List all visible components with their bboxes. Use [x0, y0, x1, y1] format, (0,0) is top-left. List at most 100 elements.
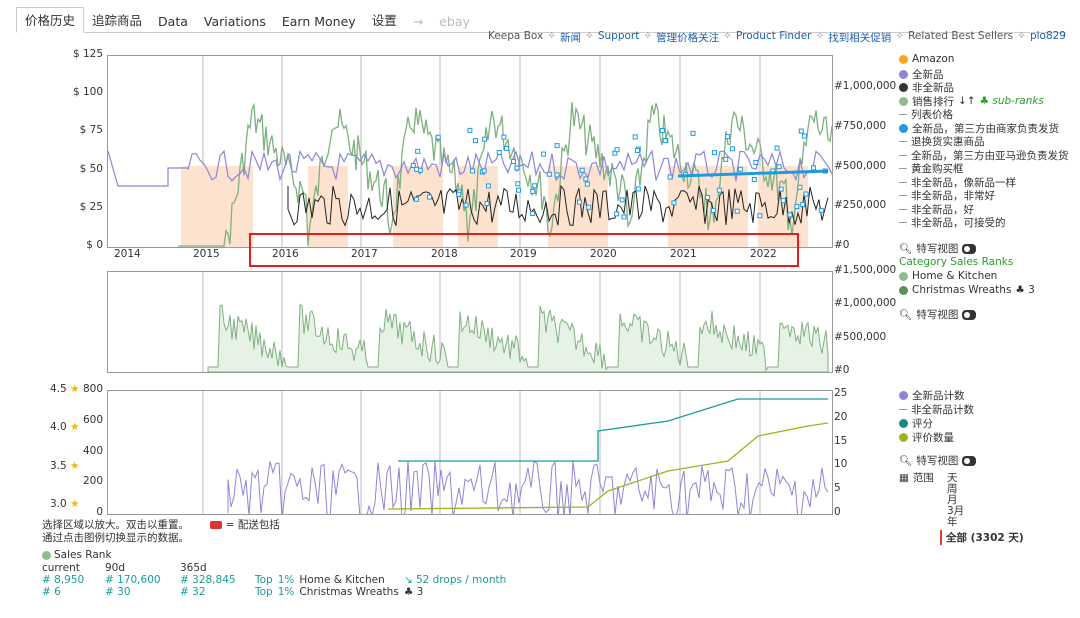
stats-header-row: current 90d 365d	[42, 562, 511, 574]
legend-dot-icon	[899, 391, 908, 400]
sort-icon[interactable]: ↓↑	[958, 95, 976, 107]
tab-5[interactable]: 设置	[371, 13, 397, 28]
rating-y-tick: 5	[834, 482, 841, 495]
sublink-2[interactable]: Support	[597, 30, 640, 42]
count-chart-plot[interactable]	[108, 391, 832, 523]
legend-label: Home & Kitchen	[912, 270, 998, 282]
hierarchy-icon: ♣ 3	[1015, 284, 1035, 296]
tab-7[interactable]: ebay	[439, 14, 470, 29]
legend-item[interactable]: 全新品，第三方由亚马逊负责发货	[899, 148, 1069, 163]
sublink-4[interactable]: Product Finder	[735, 30, 812, 42]
legend-label: 列表价格	[911, 109, 953, 121]
stats-value: # 328,845	[180, 574, 236, 586]
stats-value: # 30	[105, 586, 131, 598]
stats-row: # 8,950 # 170,600 # 328,845 Top 1% Home & Kit…	[42, 574, 511, 586]
zoom-toggle[interactable]: 🔍︎ 特写视图	[899, 241, 977, 256]
star-value: 4.0	[50, 421, 71, 434]
legend-item[interactable]: 非全新品，像新品一样	[899, 175, 1016, 190]
legend-dot-icon	[899, 419, 908, 428]
legend-item[interactable]: 非全新品，好	[899, 202, 974, 217]
price-chart-plot[interactable]	[107, 56, 833, 247]
rank-legend-item[interactable]: Christmas Wreaths ♣ 3	[899, 284, 1035, 296]
offer-count-chart[interactable]	[107, 390, 833, 523]
stats-category: Home & Kitchen	[299, 574, 385, 586]
sublink-5[interactable]: 找到相关促销	[828, 32, 892, 44]
count-legend-item[interactable]: 非全新品计数	[899, 402, 974, 417]
rank-y-tick: #750,000	[834, 119, 887, 132]
rank-legend-item[interactable]: Home & Kitchen	[899, 270, 997, 282]
legend-label: 销售排行	[912, 95, 954, 108]
magnifier-icon: 🔍︎	[899, 455, 913, 467]
highlight-box	[249, 233, 799, 267]
year-label: 2015	[193, 248, 220, 260]
stats-pct: 1%	[277, 574, 295, 586]
year-label: 2022	[750, 248, 777, 260]
tab-0[interactable]: 价格历史	[16, 7, 85, 33]
count-legend-item[interactable]: 评价数量	[899, 430, 954, 445]
star-icon: ★	[70, 383, 80, 395]
sales-rank-chart[interactable]	[107, 271, 833, 373]
legend-item[interactable]: 销售排行 ↓↑ ♣ sub-ranks	[899, 94, 1044, 109]
legend-item[interactable]: 非全新品，可接受的	[899, 215, 1006, 230]
rank-y-tick: #500,000	[834, 159, 887, 172]
separator-icon: ✧	[815, 30, 825, 42]
tab-1[interactable]: 追踪商品	[92, 13, 143, 28]
toggle-icon[interactable]	[962, 455, 977, 466]
tab-2[interactable]: Data	[158, 14, 188, 29]
star-rating-label: 3.0 ★	[50, 498, 79, 510]
legend-item[interactable]: 非全新品，非常好	[899, 188, 995, 203]
legend-item[interactable]: 退换货实惠商品	[899, 134, 985, 149]
range-option[interactable]: 天	[947, 472, 958, 484]
legend-dash-icon	[899, 195, 907, 196]
tab-6[interactable]: →	[412, 14, 424, 29]
range-option[interactable]: 3月	[947, 505, 965, 517]
legend-label: Amazon	[912, 53, 955, 65]
price-history-chart[interactable]	[107, 55, 833, 248]
legend-label: 非全新品，像新品一样	[911, 176, 1016, 189]
sublink-0[interactable]: Keepa Box	[487, 30, 544, 42]
count-y-tick: 200	[82, 475, 103, 488]
legend-label: 全新品计数	[912, 390, 965, 402]
separator-icon: ✧	[1017, 30, 1026, 42]
tab-3[interactable]: Variations	[203, 14, 266, 29]
zoom-toggle[interactable]: 🔍︎ 特写视图	[899, 307, 977, 322]
legend-item[interactable]: 非全新品	[899, 80, 954, 95]
legend-item[interactable]: 全新品，第三方由商家负责发货	[899, 121, 1059, 136]
sublink-6[interactable]: Related Best Sellers	[908, 30, 1014, 42]
sublink-7[interactable]: plo829	[1029, 30, 1066, 42]
rating-y-tick: 25	[834, 387, 848, 399]
rank-chart-plot[interactable]	[108, 272, 832, 373]
count-y-tick: 800	[82, 383, 103, 395]
count-legend-item[interactable]: 全新品计数	[899, 388, 965, 403]
legend-item[interactable]: 列表价格	[899, 107, 953, 122]
legend-dot-icon	[899, 54, 908, 64]
sales-rank-dot-icon	[42, 550, 51, 560]
legend-item[interactable]: Amazon	[899, 53, 954, 65]
stats-pct: 1%	[277, 586, 295, 598]
range-selected[interactable]: 全部 (3302 天)	[940, 530, 1024, 545]
toggle-icon[interactable]	[962, 309, 977, 320]
legend-item[interactable]: 全新品	[899, 67, 944, 82]
chart-hints: 选择区域以放大。双击以重置。 = 配送包括 通过点击图例切换显示的数据。	[42, 519, 280, 545]
count-y-tick: 600	[82, 413, 103, 426]
count-legend-item[interactable]: 评分	[899, 416, 933, 431]
range-option[interactable]: 月	[947, 494, 958, 506]
legend-dot-icon	[899, 433, 908, 442]
zoom-toggle[interactable]: 🔍︎ 特写视图	[899, 453, 977, 468]
sublink-1[interactable]: 新闻	[560, 32, 582, 44]
toggle-icon[interactable]	[962, 243, 977, 254]
legend-label: 评分	[912, 418, 933, 430]
range-option[interactable]: 年	[947, 516, 958, 528]
rating-y-tick: 0	[834, 506, 841, 518]
stats-row: # 6 # 30 # 32 Top 1% Christmas Wreaths ♣ 3	[42, 586, 511, 598]
sub-ranks-link[interactable]: ♣ sub-ranks	[979, 95, 1044, 107]
sublink-3[interactable]: 管理价格关注	[656, 32, 720, 44]
tab-4[interactable]: Earn Money	[281, 14, 356, 29]
legend-item[interactable]: 黄金购买框	[899, 161, 964, 176]
legend-label: 评价数量	[912, 432, 954, 444]
category-ranks-title: Category Sales Ranks	[899, 256, 1014, 268]
rank2-y-tick: #500,000	[834, 330, 887, 343]
stats-value: # 32	[180, 586, 206, 598]
rank2-y-tick: #1,500,000	[834, 264, 897, 276]
range-option[interactable]: 周	[947, 483, 958, 495]
